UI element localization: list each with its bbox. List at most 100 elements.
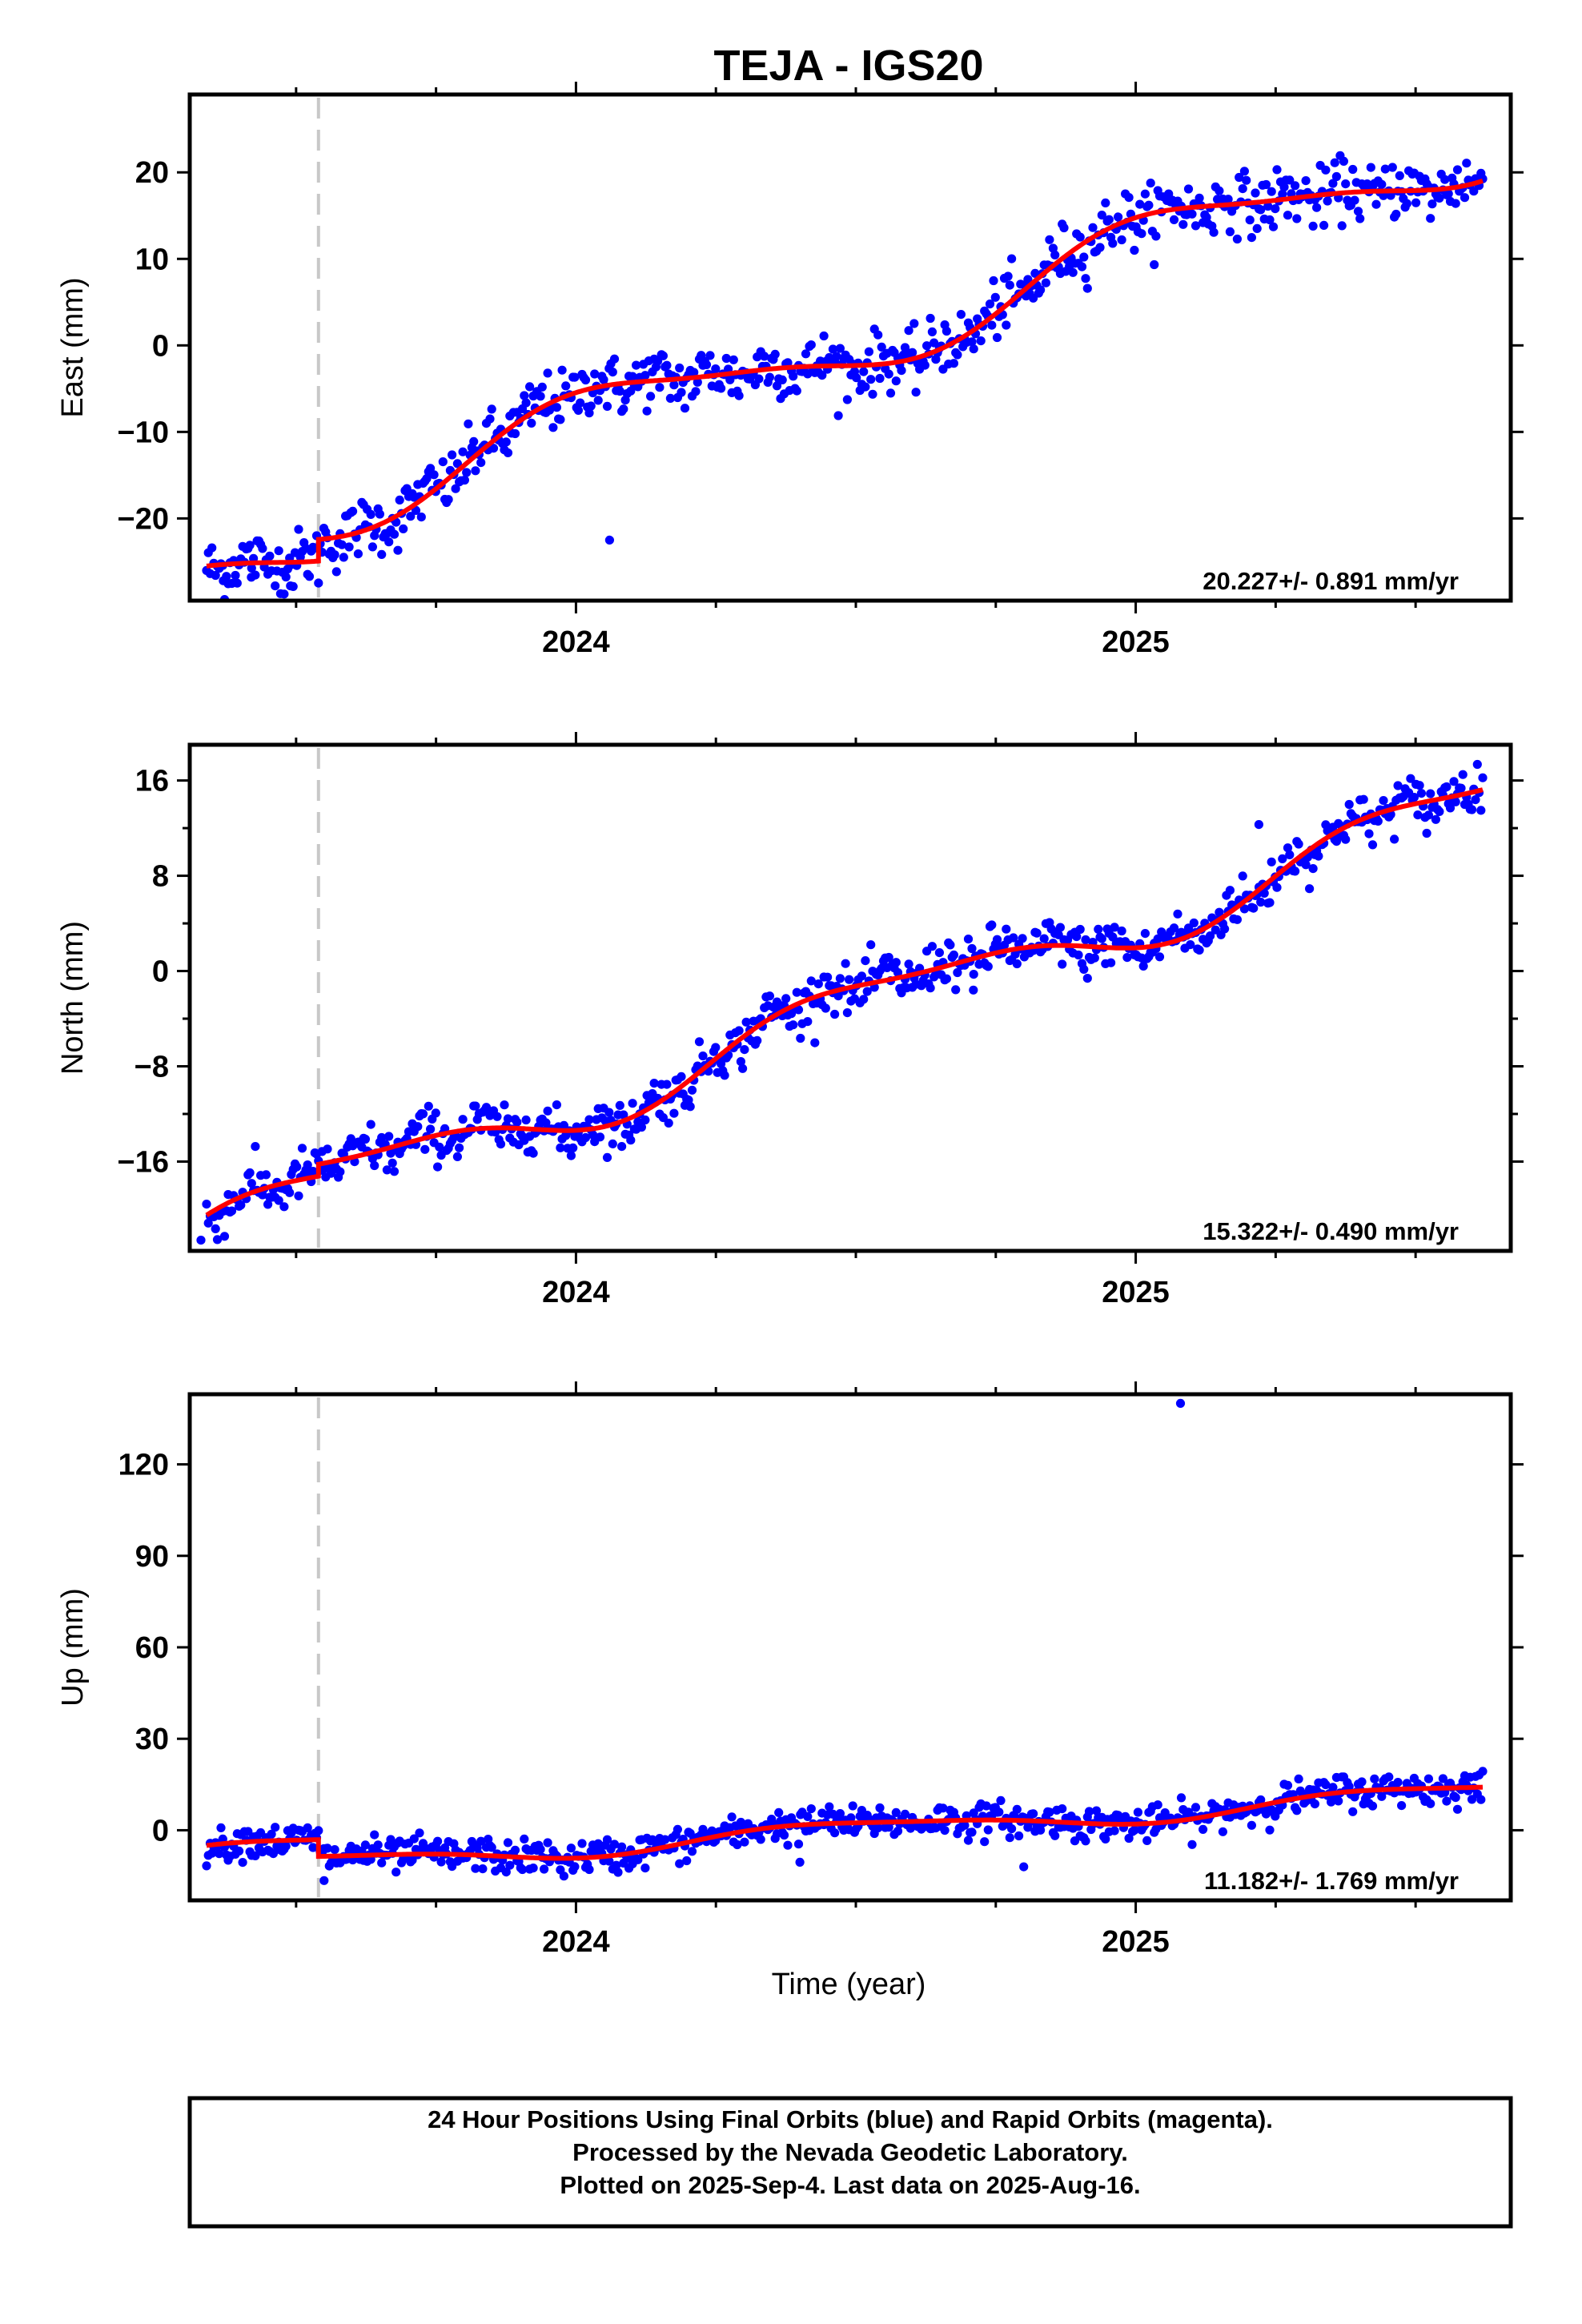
observation-point	[1256, 205, 1266, 215]
observation-point	[1173, 909, 1182, 919]
observation-point	[615, 1100, 624, 1110]
observation-point	[1187, 209, 1197, 219]
observation-point	[1460, 193, 1470, 203]
observation-point	[677, 388, 686, 397]
observation-point	[1002, 320, 1011, 330]
observation-point	[1321, 165, 1331, 175]
observation-point	[720, 1071, 729, 1080]
observation-point	[1267, 857, 1276, 866]
x-tick-label: 2025	[1102, 1925, 1170, 1959]
y-tick-label: 10	[135, 243, 169, 276]
observation-point	[1199, 1824, 1208, 1834]
observation-point	[662, 360, 672, 370]
y-tick-label: −8	[135, 1051, 169, 1084]
observation-point	[655, 383, 665, 392]
observation-point	[1082, 283, 1092, 293]
observation-point	[521, 1115, 531, 1125]
observation-point	[219, 1232, 230, 1241]
observation-point	[1348, 1807, 1358, 1816]
observation-point	[920, 360, 930, 370]
observation-point	[431, 1108, 440, 1118]
observation-point	[1238, 184, 1247, 194]
observation-point	[415, 1828, 424, 1838]
observation-point	[492, 1112, 502, 1121]
observation-point	[823, 972, 833, 982]
observation-point	[781, 994, 791, 1003]
y-tick-label: 20	[135, 156, 169, 190]
observation-point	[588, 1130, 598, 1140]
observation-point	[1077, 262, 1087, 271]
observation-point	[817, 371, 827, 380]
observation-point	[541, 1118, 551, 1128]
footer-box	[187, 2096, 1513, 2229]
observation-point	[488, 444, 499, 453]
observation-point	[1104, 215, 1114, 224]
observation-point	[675, 363, 685, 373]
observation-point	[1169, 923, 1179, 933]
observation-point	[576, 398, 585, 408]
observation-point	[386, 1835, 396, 1844]
observation-point	[1074, 950, 1083, 960]
observation-point	[1350, 195, 1359, 205]
observation-point	[258, 544, 267, 553]
observation-point	[1278, 189, 1287, 199]
observation-point	[339, 553, 348, 562]
observation-point	[1364, 829, 1374, 838]
observation-point	[806, 976, 816, 986]
observation-point	[536, 392, 545, 401]
observation-point	[956, 310, 966, 320]
observation-point	[584, 1864, 594, 1875]
observation-point	[1367, 1801, 1378, 1811]
observation-point	[884, 1823, 893, 1832]
observation-point	[1178, 219, 1188, 229]
observation-point	[487, 1843, 496, 1852]
observation-point	[1247, 1820, 1256, 1830]
observation-point	[669, 1108, 679, 1118]
observation-point	[734, 1026, 744, 1035]
observation-point	[1263, 201, 1273, 211]
observation-point	[1476, 806, 1486, 815]
observation-point	[274, 546, 283, 556]
observation-point	[303, 1823, 312, 1832]
observation-point	[893, 1826, 903, 1836]
observation-point	[1075, 924, 1085, 935]
observation-point	[1072, 931, 1082, 942]
observation-point	[330, 1845, 339, 1855]
observation-point	[247, 1179, 256, 1188]
observation-point	[496, 1140, 506, 1149]
observation-point	[274, 1196, 283, 1205]
observation-point	[247, 563, 256, 573]
observation-point	[1438, 1774, 1447, 1783]
observation-point	[698, 1051, 708, 1061]
observation-point	[1095, 243, 1105, 252]
observation-point	[448, 450, 457, 460]
observation-point	[503, 1838, 513, 1848]
observation-point	[537, 382, 547, 392]
observation-point	[617, 1842, 627, 1852]
observation-point	[464, 419, 473, 428]
observation-point	[1328, 179, 1338, 188]
observation-point	[416, 513, 426, 522]
observation-point	[559, 1872, 569, 1881]
observation-point	[1195, 945, 1204, 955]
observation-point	[1209, 227, 1219, 237]
observation-point	[664, 1118, 673, 1128]
observation-point	[231, 570, 240, 581]
observation-point	[608, 1139, 617, 1148]
observation-point	[1314, 851, 1323, 861]
observation-point	[1442, 782, 1452, 792]
observation-point	[1330, 158, 1339, 167]
observation-point	[1242, 175, 1251, 185]
observation-point	[810, 1038, 820, 1047]
observation-point	[245, 541, 255, 550]
observation-point	[1050, 250, 1060, 259]
observation-point	[685, 1102, 695, 1112]
observation-point	[1252, 223, 1262, 233]
observation-point	[433, 1836, 443, 1846]
observation-point	[617, 1142, 627, 1152]
observation-point	[691, 387, 701, 396]
observation-point	[1114, 212, 1123, 222]
observation-point	[1467, 805, 1477, 814]
observation-point	[438, 457, 448, 467]
observation-point	[561, 381, 571, 391]
